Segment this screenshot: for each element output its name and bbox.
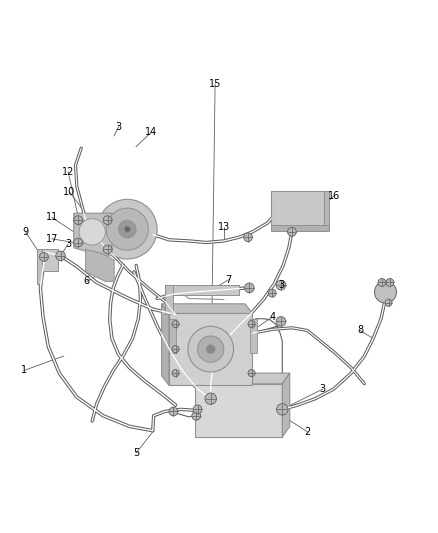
Text: 3: 3	[319, 384, 325, 394]
Circle shape	[172, 320, 179, 328]
Circle shape	[243, 233, 252, 241]
Circle shape	[287, 228, 296, 236]
Text: 16: 16	[327, 191, 339, 201]
Circle shape	[384, 299, 391, 306]
Text: 6: 6	[84, 277, 90, 286]
Polygon shape	[282, 373, 289, 437]
Circle shape	[103, 245, 112, 254]
Text: 3: 3	[277, 280, 283, 290]
Text: 17: 17	[46, 234, 58, 244]
Polygon shape	[195, 373, 289, 384]
Polygon shape	[161, 304, 252, 313]
Bar	[250, 319, 257, 353]
Circle shape	[124, 226, 130, 232]
Bar	[164, 285, 239, 295]
Circle shape	[39, 253, 48, 261]
Bar	[37, 249, 58, 271]
Text: 9: 9	[22, 227, 28, 237]
Text: 3: 3	[65, 239, 71, 249]
Circle shape	[74, 238, 82, 247]
Circle shape	[268, 289, 276, 297]
Circle shape	[206, 345, 215, 353]
Polygon shape	[74, 213, 112, 256]
Circle shape	[205, 393, 216, 405]
Polygon shape	[161, 304, 169, 385]
Text: 2: 2	[304, 427, 310, 437]
Circle shape	[374, 281, 396, 303]
Circle shape	[197, 336, 223, 362]
Circle shape	[385, 279, 393, 286]
Polygon shape	[85, 249, 114, 281]
Bar	[169, 313, 252, 385]
Text: 12: 12	[62, 167, 74, 176]
Circle shape	[247, 320, 254, 328]
Text: 1: 1	[21, 366, 27, 375]
Circle shape	[276, 280, 285, 290]
Circle shape	[172, 345, 179, 353]
Circle shape	[276, 317, 285, 326]
Circle shape	[191, 411, 200, 420]
Circle shape	[377, 279, 385, 286]
Text: 4: 4	[268, 312, 275, 322]
Circle shape	[56, 251, 65, 261]
Text: 11: 11	[46, 213, 58, 222]
Text: 13: 13	[217, 222, 230, 231]
Circle shape	[118, 221, 136, 238]
Text: 3: 3	[115, 122, 121, 132]
Circle shape	[79, 219, 105, 245]
Circle shape	[193, 405, 201, 414]
Circle shape	[103, 216, 112, 224]
Bar	[195, 384, 282, 437]
Circle shape	[187, 326, 233, 372]
Bar	[164, 285, 172, 314]
Circle shape	[276, 403, 287, 415]
Circle shape	[244, 283, 254, 293]
Circle shape	[172, 369, 179, 377]
Text: 8: 8	[356, 326, 362, 335]
Text: 14: 14	[145, 127, 157, 137]
Bar	[271, 191, 323, 227]
Circle shape	[169, 407, 177, 416]
Bar	[271, 225, 328, 231]
Circle shape	[74, 216, 82, 224]
Text: 7: 7	[225, 275, 231, 285]
Circle shape	[106, 208, 148, 251]
Bar	[323, 191, 328, 227]
Text: 5: 5	[133, 448, 139, 458]
Text: 15: 15	[208, 79, 221, 89]
Text: 10: 10	[63, 187, 75, 197]
Circle shape	[97, 199, 157, 259]
Circle shape	[247, 369, 254, 377]
Bar	[37, 249, 42, 284]
Bar	[169, 319, 176, 353]
